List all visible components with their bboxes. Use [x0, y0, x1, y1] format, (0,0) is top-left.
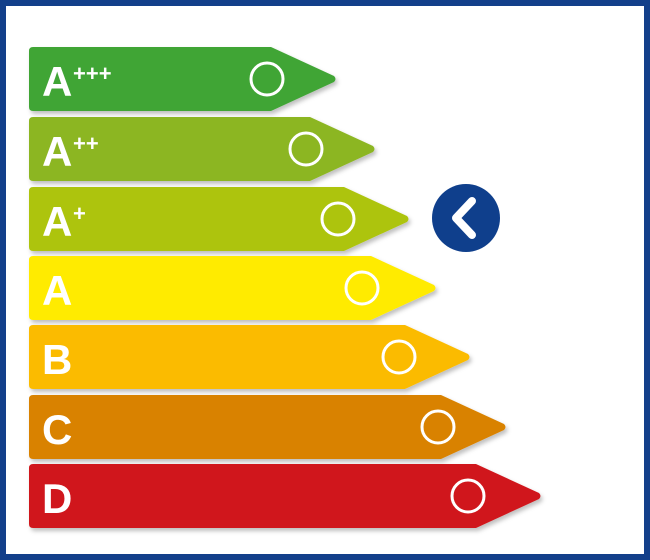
class-arrow	[29, 187, 409, 251]
energy-class-a: A	[29, 256, 436, 320]
class-radio-circle[interactable]	[249, 61, 285, 97]
class-label-superscript: +++	[73, 61, 112, 86]
energy-class-c: C	[29, 395, 506, 459]
class-label: A	[42, 128, 72, 175]
class-arrow	[29, 117, 375, 181]
class-arrow	[29, 395, 506, 459]
class-radio-circle[interactable]	[450, 478, 486, 514]
class-label: A	[42, 267, 72, 314]
chevron-left-icon	[452, 197, 476, 239]
class-label: A	[42, 58, 72, 105]
energy-class-d: D	[29, 464, 541, 528]
indicator-circle	[432, 184, 500, 252]
class-radio-circle[interactable]	[420, 409, 456, 445]
class-label-superscript: +	[73, 201, 86, 226]
energy-class-b: B	[29, 325, 470, 389]
class-label: D	[42, 475, 72, 522]
energy-class-ap: A +	[29, 187, 409, 251]
class-label: B	[42, 336, 72, 383]
class-label: A	[42, 198, 72, 245]
selected-class-indicator	[432, 184, 500, 252]
class-arrow	[29, 47, 336, 111]
class-radio-circle[interactable]	[320, 201, 356, 237]
class-label: C	[42, 406, 72, 453]
class-radio-circle[interactable]	[344, 270, 380, 306]
class-arrow	[29, 325, 470, 389]
class-label-superscript: ++	[73, 131, 99, 156]
class-radio-circle[interactable]	[288, 131, 324, 167]
energy-class-appp: A +++	[29, 47, 336, 111]
class-arrow	[29, 256, 436, 320]
class-arrow	[29, 464, 541, 528]
class-radio-circle[interactable]	[381, 339, 417, 375]
energy-class-app: A ++	[29, 117, 375, 181]
